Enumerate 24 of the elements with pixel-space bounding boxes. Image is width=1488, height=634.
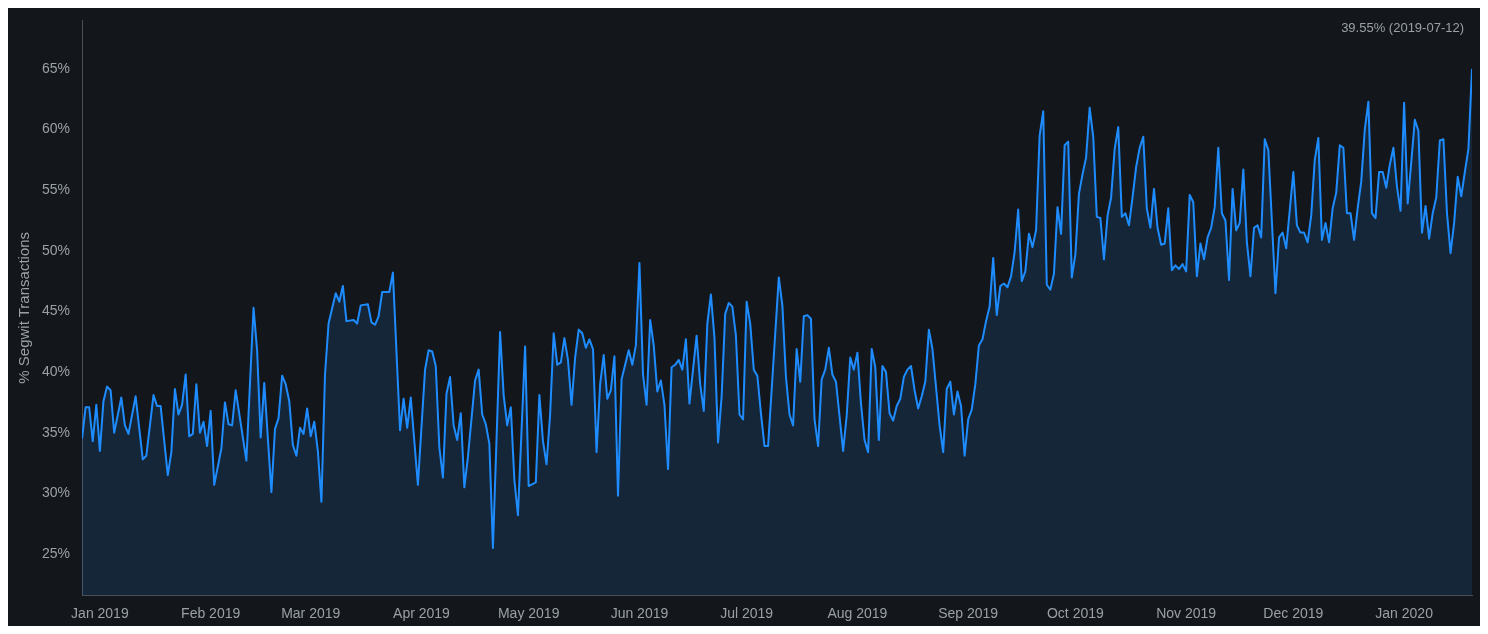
y-tick-label: 45% [41,302,71,319]
y-tick-label: 40% [41,362,71,379]
y-tick-label: 60% [41,120,71,137]
x-tick-label: Jun 2019 [610,605,669,622]
x-tick-label: Sep 2019 [938,605,999,622]
x-tick-label: Jan 2020 [1375,605,1434,622]
x-tick-label: Nov 2019 [1156,605,1217,622]
y-tick-label: 25% [41,544,71,561]
y-tick-label: 50% [41,241,71,258]
x-tick-label: Apr 2019 [393,605,451,622]
x-tick-label: Jan 2019 [71,605,129,622]
x-tick-label: Mar 2019 [281,605,341,622]
x-tick-label: Oct 2019 [1046,605,1104,622]
x-tick-label: Feb 2019 [181,605,241,622]
y-tick-label: 55% [41,181,71,198]
x-tick-label: Aug 2019 [827,605,888,622]
x-tick-label: May 2019 [497,605,560,622]
x-tick-label: Jul 2019 [720,605,774,622]
annotation: 39.55% (2019-07-12) [1341,20,1464,36]
x-tick-label: Dec 2019 [1263,605,1324,622]
y-axis-title: % Segwit Transactions [15,231,33,384]
y-tick-label: 30% [41,484,71,501]
y-tick-label: 35% [41,423,71,440]
y-tick-label: 65% [41,59,71,76]
